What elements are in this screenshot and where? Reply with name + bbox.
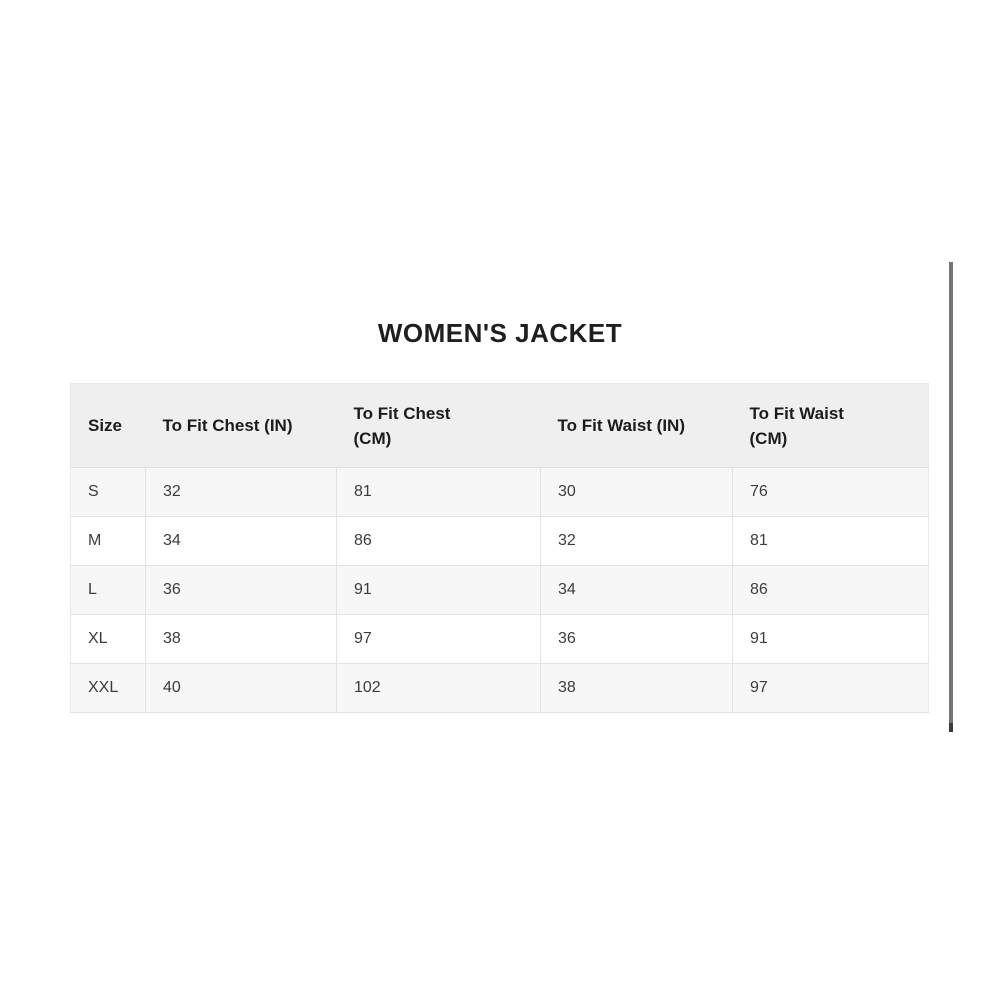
cell-chest-in: 38 bbox=[145, 614, 337, 664]
scrollbar-thumb[interactable] bbox=[949, 262, 953, 732]
cell-waist-cm: 91 bbox=[732, 614, 929, 664]
cell-size: L bbox=[70, 565, 146, 615]
cell-chest-cm: 81 bbox=[336, 467, 541, 517]
column-header-label: To Fit Chest (IN) bbox=[162, 416, 293, 435]
table-row-s: S 32 81 30 76 bbox=[70, 467, 929, 517]
column-header-label: To Fit Waist (IN) bbox=[557, 416, 685, 435]
scrollbar-thumb-cap bbox=[949, 723, 953, 732]
table-row-m: M 34 86 32 81 bbox=[70, 516, 929, 566]
cell-waist-in: 34 bbox=[540, 565, 733, 615]
cell-chest-cm: 102 bbox=[336, 663, 541, 713]
page-title: WOMEN'S JACKET bbox=[377, 318, 623, 348]
cell-waist-in: 30 bbox=[540, 467, 733, 517]
column-header-chest-cm: To Fit Chest (CM) bbox=[336, 383, 541, 468]
cell-chest-in: 36 bbox=[145, 565, 337, 615]
column-header-size: Size bbox=[70, 383, 146, 468]
cell-waist-in: 36 bbox=[540, 614, 733, 664]
column-header-waist-in: To Fit Waist (IN) bbox=[540, 383, 733, 468]
cell-size: M bbox=[70, 516, 146, 566]
cell-size: XL bbox=[70, 614, 146, 664]
cell-chest-cm: 97 bbox=[336, 614, 541, 664]
table-row-xl: XL 38 97 36 91 bbox=[70, 614, 929, 664]
table-header: Size To Fit Chest (IN) To Fit Chest (CM)… bbox=[70, 383, 929, 468]
cell-waist-in: 32 bbox=[540, 516, 733, 566]
cell-waist-cm: 97 bbox=[732, 663, 929, 713]
cell-chest-in: 34 bbox=[145, 516, 337, 566]
column-header-label: To Fit Chest (CM) bbox=[353, 403, 451, 448]
cell-waist-cm: 81 bbox=[732, 516, 929, 566]
column-header-chest-in: To Fit Chest (IN) bbox=[145, 383, 337, 468]
cell-chest-cm: 91 bbox=[336, 565, 541, 615]
cell-size: S bbox=[70, 467, 146, 517]
size-chart-table: Size To Fit Chest (IN) To Fit Chest (CM)… bbox=[70, 383, 929, 713]
cell-chest-cm: 86 bbox=[336, 516, 541, 566]
table-row-xxl: XXL 40 102 38 97 bbox=[70, 663, 929, 713]
cell-size: XXL bbox=[70, 663, 146, 713]
header-row: Size To Fit Chest (IN) To Fit Chest (CM)… bbox=[70, 383, 929, 468]
table-body: S 32 81 30 76 M 34 86 32 81 L 36 91 34 8… bbox=[70, 467, 929, 713]
column-header-label: To Fit Waist (CM) bbox=[749, 403, 844, 448]
column-header-waist-cm: To Fit Waist (CM) bbox=[732, 383, 929, 468]
column-header-label: Size bbox=[88, 416, 123, 435]
cell-waist-cm: 86 bbox=[732, 565, 929, 615]
cell-waist-in: 38 bbox=[540, 663, 733, 713]
table-row-l: L 36 91 34 86 bbox=[70, 565, 929, 615]
cell-chest-in: 40 bbox=[145, 663, 337, 713]
cell-chest-in: 32 bbox=[145, 467, 337, 517]
cell-waist-cm: 76 bbox=[732, 467, 929, 517]
